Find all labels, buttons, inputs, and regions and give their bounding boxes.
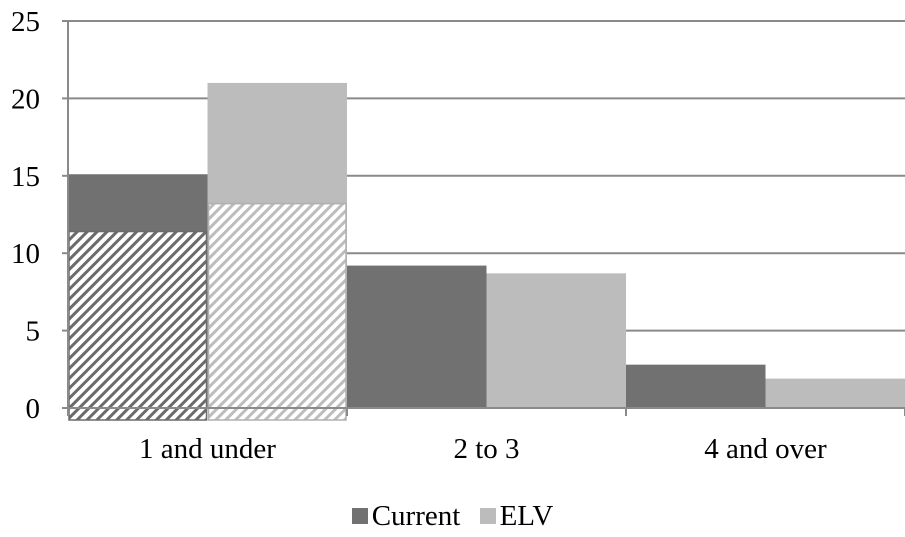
legend-label-current: Current — [372, 499, 461, 533]
legend-item-current: Current — [352, 499, 461, 533]
x-tick-label: 1 and under — [139, 433, 276, 465]
legend-label-elv: ELV — [500, 499, 554, 533]
legend-swatch-elv — [480, 508, 496, 524]
y-tick-label: 15 — [11, 161, 40, 193]
x-tick-label: 2 to 3 — [453, 433, 519, 465]
y-tick-label: 20 — [11, 83, 40, 115]
y-tick-label: 25 — [11, 6, 40, 38]
y-tick-label: 5 — [26, 316, 41, 348]
hatched-bar-current — [69, 232, 207, 420]
hatched-bar-elv — [209, 204, 347, 420]
bar-current-1 — [347, 266, 487, 408]
legend: Current ELV — [0, 498, 905, 533]
x-tick-label: 4 and over — [704, 433, 827, 465]
bar-current-2 — [626, 365, 766, 408]
legend-item-elv: ELV — [480, 499, 554, 533]
y-tick-label: 0 — [26, 393, 41, 425]
bar-elv-2 — [766, 379, 905, 408]
y-tick-label: 10 — [11, 238, 40, 270]
bar-elv-1 — [487, 273, 627, 408]
legend-swatch-current — [352, 508, 368, 524]
